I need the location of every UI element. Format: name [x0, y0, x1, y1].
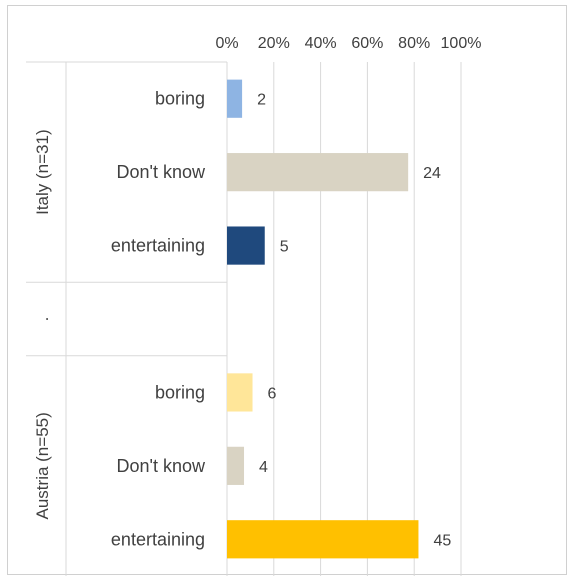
- data-label: 45: [433, 532, 451, 549]
- x-tick-label: 60%: [351, 35, 383, 52]
- x-tick-label: 40%: [305, 35, 337, 52]
- bar: [227, 153, 409, 192]
- data-label: 4: [259, 459, 268, 476]
- chart-frame: 0% 20% 40% 60% 80% 100% Italy (n=31) boring 2 Don…: [7, 5, 567, 576]
- x-tick-label: 100%: [441, 35, 482, 52]
- bar: [227, 373, 253, 412]
- bar: [227, 226, 265, 265]
- x-tick-label: 20%: [258, 35, 290, 52]
- x-tick-label: 80%: [398, 35, 430, 52]
- category-label: Don't know: [117, 456, 206, 476]
- data-label: 24: [423, 165, 441, 182]
- category-label: entertaining: [111, 236, 205, 256]
- x-tick-label: 0%: [215, 35, 238, 52]
- bar: [227, 520, 419, 559]
- group-label: Austria (n=55): [33, 412, 52, 519]
- group-label: .: [33, 317, 52, 322]
- bar: [227, 446, 245, 485]
- category-label: boring: [155, 382, 205, 402]
- category-label: entertaining: [111, 529, 205, 549]
- group-label: Italy (n=31): [33, 129, 52, 215]
- category-label: Don't know: [117, 162, 206, 182]
- data-label: 2: [257, 92, 266, 109]
- category-label: boring: [155, 89, 205, 109]
- data-label: 5: [280, 239, 289, 256]
- bar-chart: 0% 20% 40% 60% 80% 100% Italy (n=31) boring 2 Don…: [26, 35, 482, 576]
- data-label: 6: [268, 385, 277, 402]
- bar: [227, 79, 243, 118]
